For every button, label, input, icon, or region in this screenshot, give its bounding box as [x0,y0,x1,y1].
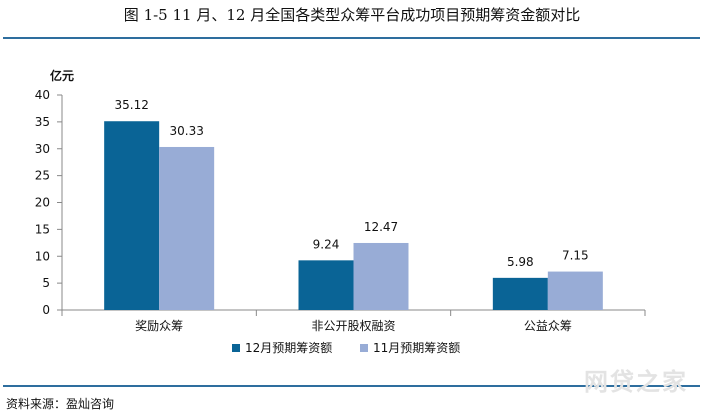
y-tick-label: 30 [35,142,50,156]
y-tick-label: 20 [35,196,50,210]
watermark-logo: 网贷之家 [584,368,688,396]
x-category-label: 非公开股权融资 [311,319,395,333]
bar-chart: 亿元 0 5 10 15 20 25 30 35 40 35.12 30.33 奖励众筹 9.24 12.4… [35,68,646,355]
bar-value-label: 5.98 [507,255,534,269]
y-tick-label: 15 [35,222,50,236]
bar-nov [547,271,603,310]
source-note: 资料来源：盈灿咨询 [6,397,115,411]
bar-value-label: 12.47 [364,220,398,234]
legend-label: 11月预期筹资额 [373,341,460,355]
bar-value-label: 35.12 [114,98,148,112]
bar-dec [104,121,160,310]
legend-label: 12月预期筹资额 [245,341,332,355]
y-axis-unit-label: 亿元 [50,68,74,83]
y-tick-label: 25 [35,169,50,183]
x-category-label: 公益众筹 [524,319,572,333]
bar-dec [492,277,548,310]
bar-nov [353,242,409,310]
y-tick-label: 0 [42,303,50,317]
x-category-label: 奖励众筹 [135,319,183,333]
legend-swatch [360,344,368,352]
footer-divider [3,385,700,387]
bar-dec [298,260,354,310]
legend-swatch [232,344,240,352]
bar-value-label: 7.15 [562,249,589,263]
y-tick-label: 5 [42,276,50,290]
bar-value-label: 9.24 [313,237,340,251]
y-tick-label: 40 [35,88,50,102]
bar-value-label: 30.33 [169,124,203,138]
y-tick-label: 10 [35,249,50,263]
bar-nov [159,146,215,310]
y-tick-label: 35 [35,115,50,129]
figure-title: 图 1-5 11 月、12 月全国各类型众筹平台成功项目预期筹资金额对比 [123,6,581,24]
title-divider [3,37,700,39]
